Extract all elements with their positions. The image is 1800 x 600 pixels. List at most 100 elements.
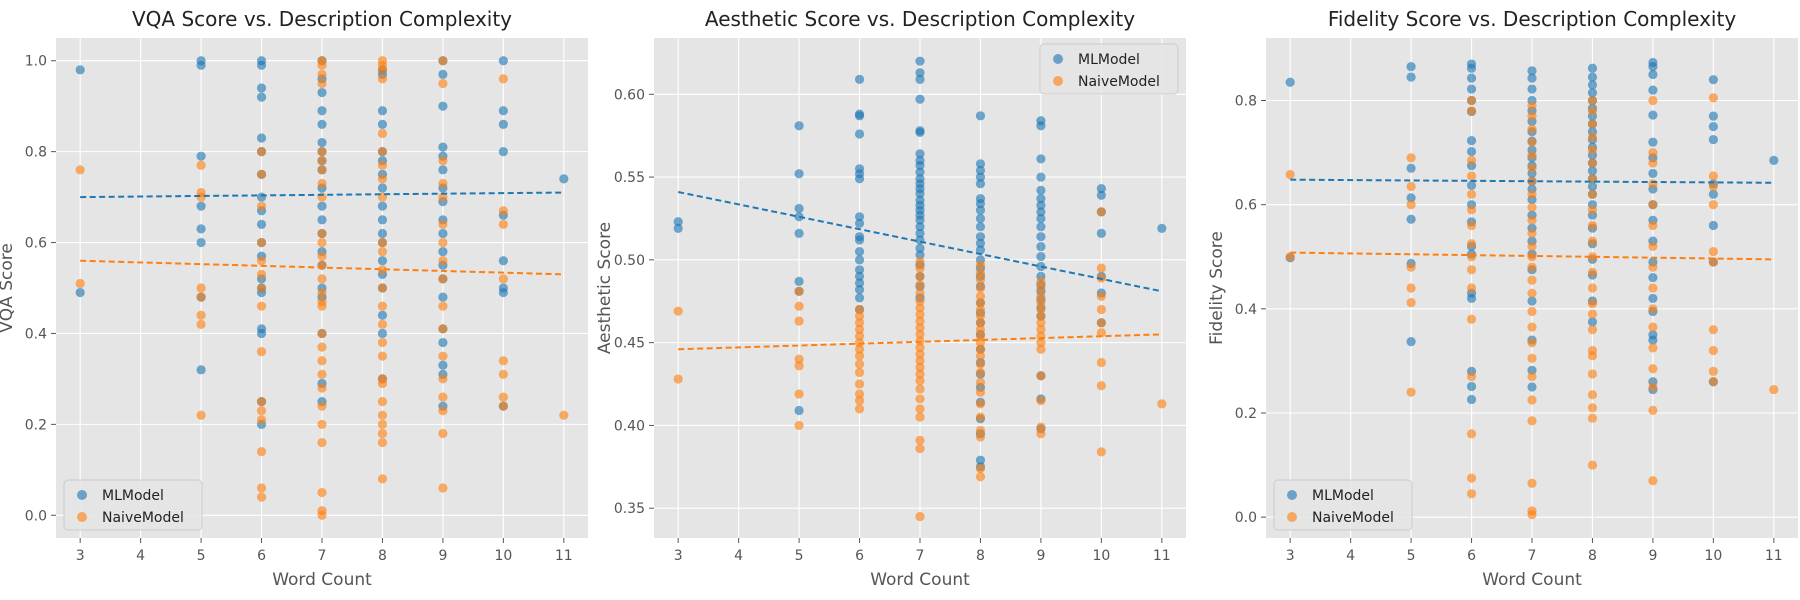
data-point [317,487,327,498]
y-tick-label: 0.60 [614,87,645,103]
data-point [1036,154,1046,164]
data-point [915,149,925,159]
legend-label: NaiveModel [1312,510,1394,526]
legend-label: MLModel [1078,52,1140,68]
data-point [1587,220,1598,231]
data-point [854,367,865,378]
data-point [794,420,804,431]
data-point [1036,324,1046,334]
data-point [196,365,206,375]
data-point [975,291,986,301]
y-tick-label: 0.55 [614,170,645,186]
data-point [1648,382,1658,392]
x-tick-label: 3 [76,548,85,564]
data-point [915,443,925,454]
data-point [256,60,267,70]
data-point [854,235,865,245]
data-point [317,356,327,366]
data-point [256,201,267,211]
data-point [854,318,865,328]
data-point [1466,293,1477,304]
data-point [1527,101,1537,111]
data-point [377,428,388,439]
data-point [1527,124,1537,134]
x-tick-label: 8 [976,548,985,564]
data-point [377,128,388,139]
legend-marker-MLModel [77,490,87,500]
data-point [317,60,327,70]
x-tick-label: 6 [1467,548,1476,564]
data-point [1587,145,1598,155]
data-point [854,404,865,414]
data-point [377,351,388,361]
trend-line-MLModel [677,190,1163,293]
data-point [854,218,865,229]
data-point [1036,121,1046,131]
data-point [1527,111,1537,121]
data-point [854,344,865,354]
data-point [1587,181,1598,192]
data-point [1036,291,1046,301]
data-point [1096,190,1106,200]
data-point [317,78,327,89]
data-point [1527,150,1537,160]
data-point [377,265,388,275]
data-point [1527,84,1537,94]
data-point [377,437,388,448]
data-point [1096,357,1106,368]
chart-title: Aesthetic Score vs. Description Complexi… [705,7,1135,31]
data-point [1285,77,1295,87]
data-point [256,133,267,143]
data-point [794,212,804,222]
data-point [1648,110,1658,120]
data-point [1587,309,1598,319]
x-axis-label: Word Count [272,570,372,590]
data-point [256,406,267,416]
data-point [498,74,508,84]
data-point [794,276,804,286]
data-point [915,215,925,225]
data-point [438,337,448,348]
y-tick-label: 0.40 [614,418,645,434]
data-point [1527,215,1537,225]
data-point [1406,283,1416,293]
data-point [317,510,327,520]
data-point [317,237,327,248]
data-point [377,201,388,211]
data-point [1648,147,1658,158]
data-point [1587,205,1598,215]
data-point [854,351,865,361]
data-point [915,243,925,253]
data-point [1466,381,1477,392]
data-point [1648,293,1658,304]
data-point [1036,429,1046,439]
data-point [915,271,925,282]
data-point [438,406,448,416]
data-point [1587,88,1598,98]
data-point [1648,476,1658,486]
data-point [1527,288,1537,298]
data-point [1527,296,1537,306]
data-point [854,293,865,303]
data-point [498,274,508,284]
data-point [1769,155,1779,165]
data-point [1648,220,1658,231]
data-point [1587,132,1598,142]
data-point [196,56,206,66]
data-point [915,280,925,290]
data-point [1527,163,1537,173]
data-point [1036,172,1046,182]
x-tick-label: 4 [1346,548,1355,564]
data-point [1527,509,1537,520]
data-point [1708,181,1718,192]
data-point [915,250,925,260]
data-point [1527,322,1537,332]
data-point [438,69,448,79]
data-point [256,237,267,248]
chart-title: Fidelity Score vs. Description Complexit… [1328,7,1736,31]
data-point [377,237,388,248]
data-point [1708,325,1718,335]
legend-label: MLModel [102,488,164,504]
data-point [196,410,206,420]
x-axis-label: Word Count [870,570,970,590]
